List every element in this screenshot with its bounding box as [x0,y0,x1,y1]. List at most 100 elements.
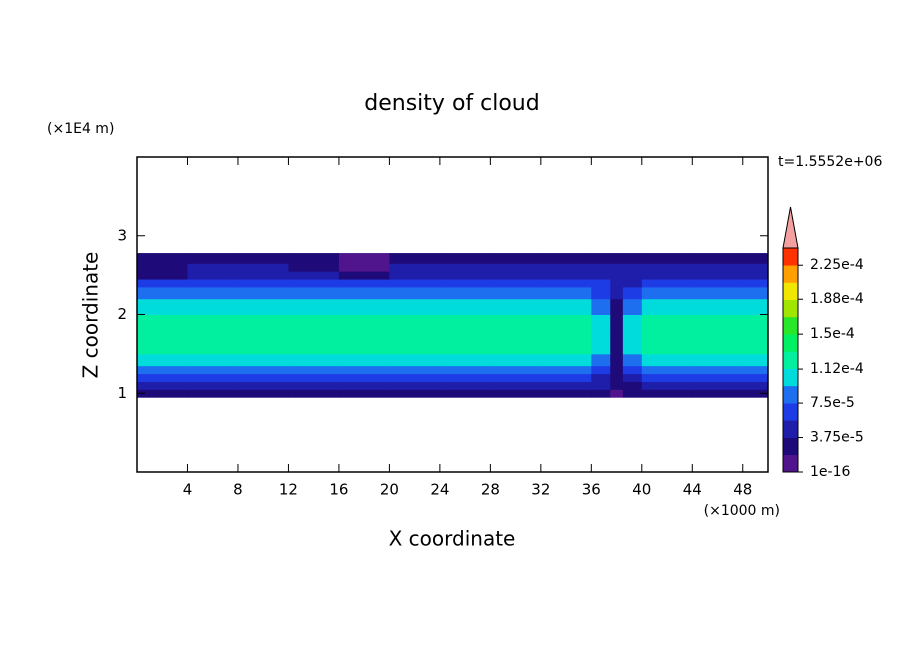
contour-cell [692,353,744,367]
contour-cell [288,253,340,264]
contour-cell [622,253,643,264]
contour-cell [389,314,441,335]
contour-cell [742,334,769,355]
contour-cell [622,373,643,382]
contour-cell [610,298,624,315]
contour-cell [591,373,611,382]
contour-cell [692,373,744,382]
contour-cell [187,253,239,264]
contour-cell [540,334,592,355]
contour-cell [692,263,744,272]
contour-cell [187,353,239,367]
contour-cell [622,286,643,300]
contour-cell [622,381,643,390]
contour-cell [540,381,592,390]
contour-cell [742,286,769,300]
contour-cell [490,253,542,264]
contour-cell [338,334,390,355]
contour-cell [338,263,390,272]
contour-cell [137,365,188,375]
contour-cell [622,271,643,280]
contour-cell [288,263,340,272]
contour-cell [610,263,624,272]
contour-cell [540,389,592,398]
contour-cell [490,271,542,280]
contour-cell [288,373,340,382]
contour-cell [622,314,643,335]
contour-cell [338,271,390,280]
contour-cell [137,373,188,382]
contour-cell [591,353,611,367]
contour-cell [389,279,441,288]
contour-cell [288,298,340,315]
contour-cell [288,334,340,355]
contour-cell [591,279,611,288]
contour-cell [540,286,592,300]
contour-cell [389,298,441,315]
contour-cell [742,253,769,264]
contour-cell [692,271,744,280]
contour-cell [540,253,592,264]
contour-cell [137,263,188,272]
contour-cell [692,286,744,300]
chart-title: density of cloud [364,91,539,116]
contour-cell [338,253,390,264]
contour-cell [622,298,643,315]
colorbar-frame [782,247,799,473]
contour-cell [288,286,340,300]
contour-cell [439,298,491,315]
contour-cell [641,334,693,355]
contour-cell [237,286,289,300]
contour-cell [641,373,693,382]
contour-cell [187,263,239,272]
contour-cell [439,365,491,375]
contour-cell [237,373,289,382]
contour-cell [591,271,611,280]
contour-cell [641,381,693,390]
colorbar-band [783,368,798,387]
contour-cell [742,271,769,280]
contour-cell [622,365,643,375]
colorbar-band [783,420,798,438]
contour-cell [591,389,611,398]
contour-cell [591,334,611,355]
contour-cell [742,298,769,315]
contour-cell [389,334,441,355]
contour-cell [389,253,441,264]
contour-cell [742,381,769,390]
x-tick-label: 40 [632,481,651,499]
contour-cell [742,263,769,272]
contour-cell [288,365,340,375]
contour-cell [338,389,390,398]
contour-cell [610,365,624,375]
contour-cell [692,279,744,288]
contour-cell [439,286,491,300]
contour-cell [490,389,542,398]
contour-cell [288,314,340,335]
contour-cell [389,263,441,272]
contour-cell [742,353,769,367]
annotation: t=1.5552e+06 [778,154,882,170]
contour-cell [389,286,441,300]
contour-cell [641,286,693,300]
contour-cell [439,279,491,288]
contour-cell [692,389,744,398]
contour-cell [439,263,491,272]
x-axis-label: X coordinate [389,527,516,551]
contour-cell [389,271,441,280]
contour-cell [641,263,693,272]
contour-cell [439,271,491,280]
x-tick-label: 28 [481,481,500,499]
colorbar-tick-label: 1.12e-4 [810,361,864,377]
contour-cell [591,253,611,264]
contour-cell [137,334,188,355]
contour-cell [439,334,491,355]
contour-cell [591,381,611,390]
x-tick-label: 20 [380,481,399,499]
contour-cell [610,373,624,382]
contour-cell [338,298,390,315]
contour-cell [187,314,239,335]
contour-cell [742,373,769,382]
contour-cell [692,365,744,375]
